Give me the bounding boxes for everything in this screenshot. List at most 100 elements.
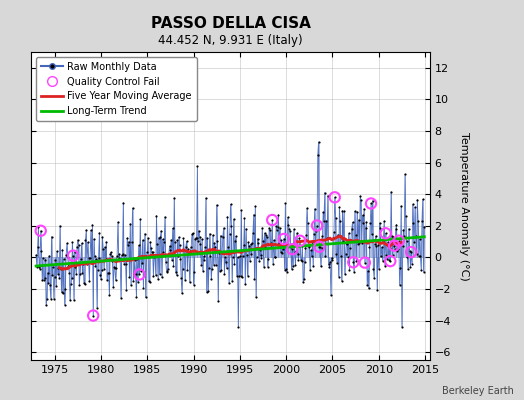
Point	[151, 252, 159, 258]
Point	[306, 267, 314, 273]
Point	[231, 238, 239, 244]
Point	[151, 272, 160, 278]
Point	[32, 264, 41, 270]
Point	[236, 253, 244, 260]
Point	[147, 245, 155, 252]
Point	[52, 283, 60, 289]
Point	[113, 252, 121, 259]
Point	[214, 298, 222, 304]
Point	[334, 232, 342, 238]
Point	[414, 218, 422, 224]
Point	[94, 255, 103, 261]
Point	[409, 201, 417, 208]
Point	[269, 260, 277, 267]
Point	[70, 249, 79, 255]
Point	[174, 253, 182, 259]
Point	[42, 302, 50, 308]
Point	[145, 278, 153, 284]
Point	[170, 195, 178, 201]
Point	[293, 230, 301, 236]
Point	[178, 290, 186, 296]
Point	[362, 219, 370, 225]
Point	[199, 267, 207, 274]
Point	[168, 256, 176, 263]
Point	[316, 263, 325, 270]
Point	[301, 245, 310, 251]
Point	[139, 284, 148, 291]
Point	[51, 256, 60, 263]
Point	[89, 312, 97, 319]
Point	[39, 255, 47, 262]
Point	[104, 270, 112, 276]
Point	[408, 261, 416, 267]
Point	[406, 247, 414, 254]
Point	[241, 281, 249, 288]
Point	[215, 268, 224, 274]
Point	[353, 208, 362, 215]
Point	[246, 258, 254, 264]
Point	[88, 260, 96, 266]
Point	[109, 284, 117, 291]
Point	[393, 247, 401, 254]
Point	[396, 282, 404, 288]
Point	[420, 224, 429, 230]
Point	[243, 252, 251, 258]
Point	[398, 243, 407, 250]
Point	[239, 242, 248, 248]
Point	[141, 230, 149, 237]
Point	[349, 259, 357, 266]
Point	[290, 249, 299, 255]
Point	[153, 241, 161, 247]
Point	[235, 272, 243, 279]
Point	[281, 200, 290, 206]
Point	[171, 238, 179, 245]
Point	[101, 256, 110, 262]
Point	[40, 276, 48, 283]
Point	[86, 227, 95, 234]
Point	[259, 263, 268, 270]
Point	[71, 264, 80, 270]
Point	[165, 250, 173, 257]
Point	[402, 238, 411, 244]
Point	[99, 234, 107, 240]
Point	[220, 271, 228, 278]
Point	[148, 248, 156, 255]
Point	[160, 239, 168, 246]
Point	[53, 248, 61, 255]
Point	[388, 252, 397, 258]
Point	[110, 264, 118, 270]
Point	[375, 266, 383, 272]
Point	[166, 243, 174, 249]
Point	[232, 233, 240, 240]
Point	[162, 267, 171, 274]
Point	[176, 242, 184, 248]
Point	[91, 252, 99, 259]
Y-axis label: Temperature Anomaly (°C): Temperature Anomaly (°C)	[460, 132, 470, 280]
Point	[146, 238, 155, 245]
Point	[218, 249, 226, 255]
Point	[341, 250, 350, 257]
Point	[134, 279, 142, 285]
Point	[189, 230, 197, 236]
Point	[50, 295, 58, 302]
Point	[35, 264, 43, 270]
Point	[319, 209, 328, 216]
Point	[67, 281, 75, 287]
Point	[251, 203, 259, 210]
Point	[344, 230, 353, 237]
Point	[299, 279, 307, 285]
Point	[96, 272, 104, 278]
Point	[357, 240, 366, 246]
Point	[37, 248, 46, 254]
Point	[213, 238, 222, 244]
Point	[169, 262, 178, 269]
Point	[391, 246, 399, 252]
Point	[387, 188, 395, 195]
Point	[188, 231, 196, 238]
Point	[363, 282, 372, 288]
Point	[409, 220, 418, 226]
Point	[255, 258, 263, 264]
Point	[164, 266, 172, 272]
Point	[223, 265, 231, 272]
Point	[149, 273, 158, 280]
